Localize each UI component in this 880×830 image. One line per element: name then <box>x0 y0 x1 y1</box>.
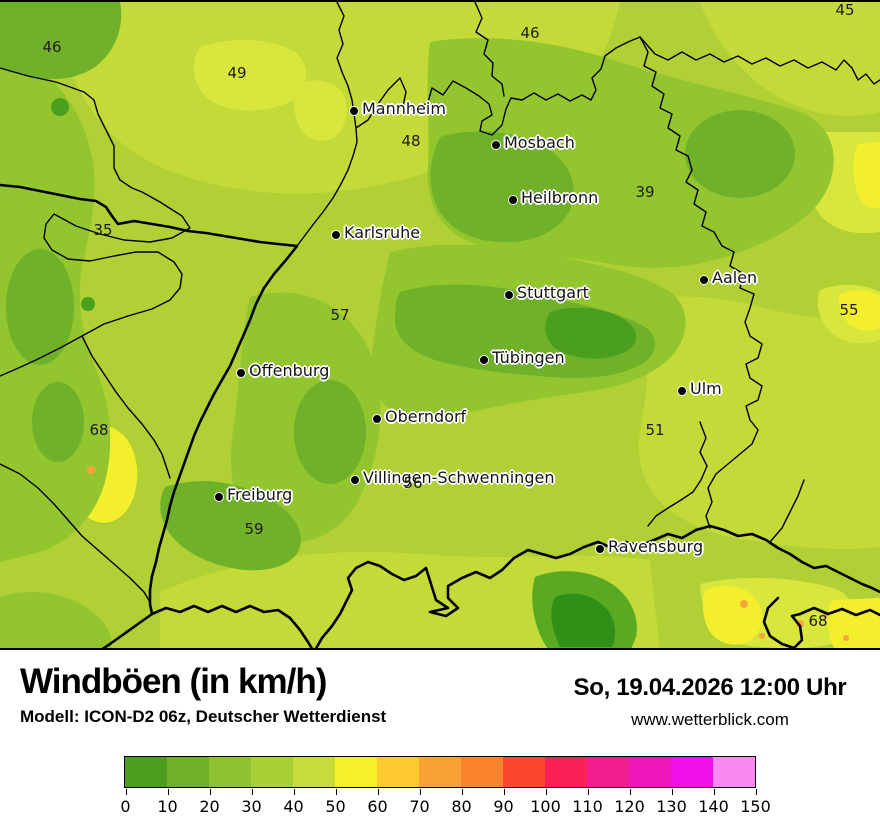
city-dot-icon <box>508 195 518 205</box>
city-label: Mannheim <box>362 99 446 118</box>
city-label: Freiburg <box>227 485 293 504</box>
legend-tick <box>335 789 337 795</box>
city-label: Oberndorf <box>385 407 467 426</box>
legend-tick <box>125 789 127 795</box>
legend-segment <box>671 757 713 787</box>
legend-segment <box>125 757 167 787</box>
gust-value-label: 39 <box>635 183 655 201</box>
legend-tick <box>419 789 421 795</box>
legend-tick <box>503 789 505 795</box>
legend-segment <box>335 757 377 787</box>
city-dot-icon <box>595 544 605 554</box>
city-label: Offenburg <box>249 361 330 380</box>
city-dot-icon <box>236 368 246 378</box>
city-label: Karlsruhe <box>344 223 421 242</box>
gust-value-label: 49 <box>227 64 247 82</box>
legend-tick-label: 10 <box>157 797 178 816</box>
legend-segment <box>587 757 629 787</box>
legend-segment <box>713 757 755 787</box>
legend-tick-label: 30 <box>241 797 262 816</box>
valid-datetime: So, 19.04.2026 12:00 Uhr <box>573 674 847 701</box>
legend-segment <box>503 757 545 787</box>
legend-tick-label: 50 <box>325 797 346 816</box>
legend-tick <box>293 789 295 795</box>
city-label: Villingen-Schwenningen <box>363 468 555 487</box>
legend-tick-label: 90 <box>493 797 514 816</box>
legend-tick <box>167 789 169 795</box>
legend-tick-label: 20 <box>199 797 220 816</box>
legend-tick <box>629 789 631 795</box>
legend-tick-label: 80 <box>451 797 472 816</box>
legend-tick <box>587 789 589 795</box>
gust-value-label: 68 <box>89 421 109 439</box>
color-scale-bar <box>124 756 756 788</box>
legend-tick <box>461 789 463 795</box>
city-dot-icon <box>491 140 501 150</box>
gust-value-label: 48 <box>401 132 421 150</box>
city-dot-icon <box>214 492 224 502</box>
city-label: Ravensburg <box>608 537 704 556</box>
model-info: Modell: ICON-D2 06z, Deutscher Wetterdie… <box>20 707 387 726</box>
gust-value-label: 35 <box>93 221 113 239</box>
legend-tick <box>671 789 673 795</box>
legend-tick-label: 100 <box>530 797 561 816</box>
legend-tick <box>251 789 253 795</box>
caption-area: Windböen (in km/h) Modell: ICON-D2 06z, … <box>0 650 880 830</box>
legend-tick-label: 70 <box>409 797 430 816</box>
gust-value-label: 51 <box>645 421 665 439</box>
city-dot-icon <box>350 475 360 485</box>
city-dot-icon <box>677 386 687 396</box>
legend-tick <box>713 789 715 795</box>
legend-segment <box>377 757 419 787</box>
legend-segment <box>419 757 461 787</box>
city-label: Stuttgart <box>517 283 589 302</box>
gust-value-label: 57 <box>330 306 350 324</box>
website-credit: www.wetterblick.com <box>631 710 789 729</box>
city-dot-icon <box>479 355 489 365</box>
city-dot-icon <box>372 414 382 424</box>
legend-tick-label: 130 <box>656 797 687 816</box>
gust-value-label: 46 <box>520 24 540 42</box>
city-dot-icon <box>699 275 709 285</box>
gust-value-label: 68 <box>808 612 828 630</box>
legend-segment <box>545 757 587 787</box>
legend-segment <box>293 757 335 787</box>
legend-tick-label: 140 <box>698 797 729 816</box>
legend-segment <box>251 757 293 787</box>
city-label: Tübingen <box>492 348 565 367</box>
wind-gust-map: Mannheim Mosbach Heilbronn Karlsruhe Aalen St… <box>0 0 880 650</box>
city-label: Heilbronn <box>521 188 599 207</box>
gust-value-label: 56 <box>403 474 423 492</box>
legend-tick-label: 40 <box>283 797 304 816</box>
legend-tick-label: 0 <box>120 797 131 816</box>
legend-segment <box>461 757 503 787</box>
legend-tick-label: 120 <box>614 797 645 816</box>
city-dot-icon <box>504 290 514 300</box>
legend-segment <box>209 757 251 787</box>
city-dot-icon <box>349 106 359 116</box>
legend-segment <box>629 757 671 787</box>
gust-value-label: 46 <box>42 38 62 56</box>
map-title: Windböen (in km/h) <box>20 662 327 701</box>
city-label: Aalen <box>712 268 758 287</box>
city-label: Ulm <box>690 379 722 398</box>
city-label: Mosbach <box>504 133 575 152</box>
legend-tick <box>755 789 757 795</box>
legend-tick <box>545 789 547 795</box>
gust-value-label: 59 <box>244 520 264 538</box>
gust-value-label: 45 <box>835 1 855 19</box>
gust-value-label: 55 <box>839 301 859 319</box>
legend-segment <box>167 757 209 787</box>
legend-tick-label: 110 <box>572 797 603 816</box>
legend-tick-label: 60 <box>367 797 388 816</box>
legend-tick <box>377 789 379 795</box>
city-dot-icon <box>331 230 341 240</box>
legend-tick <box>209 789 211 795</box>
legend-tick-label: 150 <box>740 797 771 816</box>
map-canvas <box>0 2 880 648</box>
